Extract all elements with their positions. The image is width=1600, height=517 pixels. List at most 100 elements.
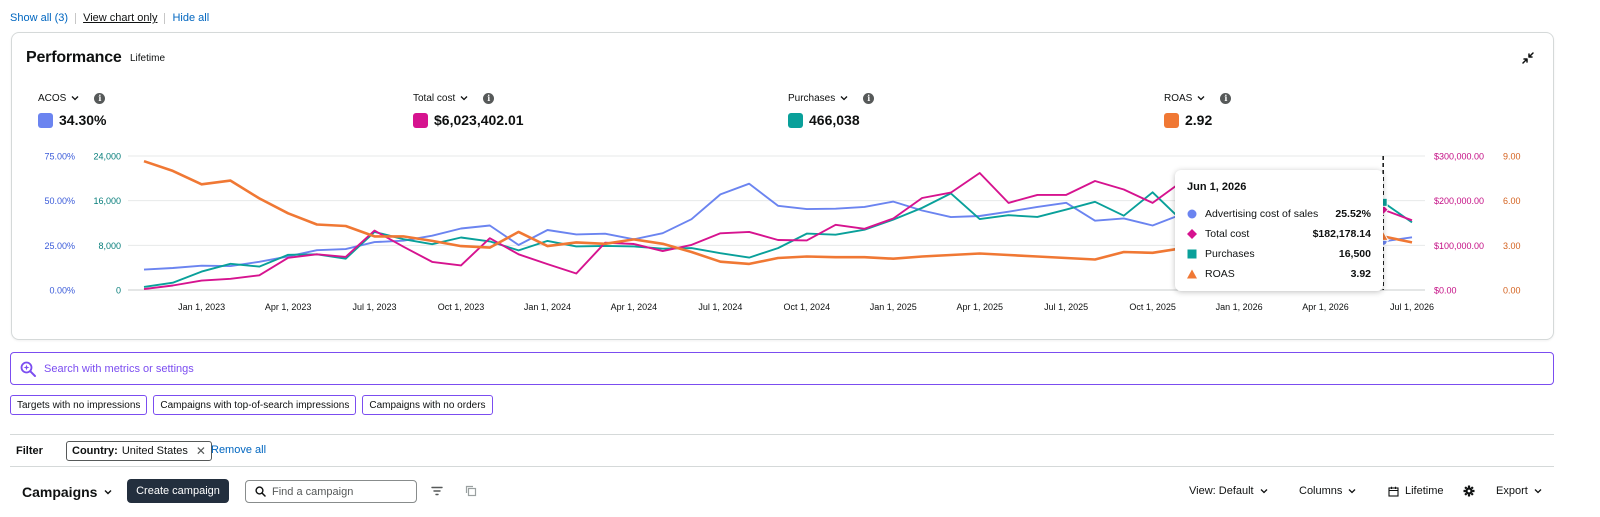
find-campaign-input[interactable] [272,485,412,498]
x-tick-label: Apr 1, 2026 [1302,302,1349,312]
y-tick-label-roas: 9.00 [1503,152,1521,162]
filter-label: Filter [16,445,43,457]
sparkle-search-icon [20,361,36,377]
y-tick-label-roas: 0.00 [1503,286,1521,296]
color-swatch [413,112,428,128]
metric-acos: ACOS i 34.30% [38,91,106,128]
metric-selector[interactable]: ROAS i [1164,91,1232,105]
y-tick-label-total_cost: $100,000.00 [1434,241,1484,251]
chevron-down-icon [1197,96,1205,101]
collapse-icon[interactable] [1519,49,1537,67]
columns-label: Columns [1299,485,1343,497]
export-dropdown[interactable]: Export [1496,485,1543,497]
square-marker-icon [1187,249,1197,259]
x-tick-label: Oct 1, 2024 [784,302,831,312]
metric-label: ROAS [1164,92,1193,104]
tooltip-row-name: ROAS [1205,268,1235,280]
remove-all-link[interactable]: Remove all [211,444,267,456]
y-tick-label-purchases: 0 [116,286,121,296]
tooltip-row: ROAS 3.92 [1187,266,1371,282]
tooltip-row-value: $182,178.14 [1312,228,1371,240]
hide-all-link[interactable]: Hide all [172,12,210,24]
section-title: Campaigns [22,484,98,500]
gear-icon[interactable] [1463,485,1475,497]
chevron-down-icon [840,96,848,101]
y-tick-label-purchases: 24,000 [93,152,121,162]
find-campaign-field [245,480,417,503]
divider [164,12,166,24]
info-icon[interactable]: i [483,92,495,104]
x-tick-label: Apr 1, 2025 [956,302,1003,312]
metric-total-cost: Total cost i $6,023,402.01 [413,91,524,128]
filter-chip-country[interactable]: Country: United States ✕ [66,441,212,461]
metric-selector[interactable]: ACOS i [38,91,106,105]
date-range-label: Lifetime [1405,485,1444,497]
x-tick-label: Jul 1, 2025 [1044,302,1088,312]
calendar-icon [1388,486,1399,497]
x-tick-label: Oct 1, 2025 [1129,302,1176,312]
metric-value: 2.92 [1185,112,1213,128]
metric-value: 466,038 [809,112,860,128]
y-tick-label-total_cost: $0.00 [1434,286,1457,296]
tooltip-row: Total cost $182,178.14 [1187,226,1371,242]
campaigns-dropdown[interactable]: Campaigns [22,484,113,500]
metric-purchases: Purchases i 466,038 [788,91,875,128]
date-range-button[interactable]: Lifetime [1388,485,1444,497]
metric-label: ACOS [38,92,67,104]
triangle-marker-icon [1187,269,1197,279]
tooltip-row: Advertising cost of sales 25.52% [1187,206,1371,222]
info-icon[interactable]: i [863,92,875,104]
create-campaign-button[interactable]: Create campaign [127,479,229,503]
y-tick-label-acos: 75.00% [44,152,75,162]
info-icon[interactable]: i [94,92,106,104]
suggestion-chip[interactable]: Campaigns with no orders [362,395,493,415]
y-tick-label-total_cost: $300,000.00 [1434,152,1484,162]
metrics-search-bar[interactable]: Search with metrics or settings [10,352,1554,385]
close-icon[interactable]: ✕ [195,444,206,458]
x-tick-label: Jan 1, 2025 [870,302,917,312]
date-range-label: Lifetime [130,53,166,64]
y-tick-label-acos: 25.00% [44,241,75,251]
x-tick-label: Apr 1, 2023 [265,302,312,312]
filter-chip-value: United States [121,445,188,457]
divider [10,466,1554,467]
metric-selector[interactable]: Purchases i [788,91,875,105]
tooltip-date: Jun 1, 2026 [1187,181,1247,193]
view-label: View: Default [1189,485,1254,497]
export-label: Export [1496,485,1528,497]
filter-chip-key: Country: [72,445,118,457]
metric-roas: ROAS i 2.92 [1164,91,1232,128]
copy-icon[interactable] [465,485,477,497]
show-all-link[interactable]: Show all (3) [10,12,69,24]
color-swatch [1164,112,1179,128]
x-tick-label: Jul 1, 2023 [353,302,397,312]
metric-selector[interactable]: Total cost i [413,91,524,105]
y-tick-label-roas: 3.00 [1503,241,1521,251]
metric-label: Purchases [788,92,836,104]
chevron-down-icon [104,490,112,495]
tooltip-row-value: 3.92 [1350,268,1371,280]
tooltip-row: Purchases 16,500 [1187,246,1371,262]
view-chart-only-link[interactable]: View chart only [83,12,158,24]
y-tick-label-roas: 6.00 [1503,196,1521,206]
suggestion-chip[interactable]: Campaigns with top-of-search impressions [153,395,357,415]
x-tick-label: Jan 1, 2023 [178,302,225,312]
x-tick-label: Oct 1, 2023 [438,302,485,312]
search-placeholder: Search with metrics or settings [44,362,194,375]
tooltip-row-name: Advertising cost of sales [1205,208,1319,220]
divider [75,12,77,24]
suggestion-chip[interactable]: Targets with no impressions [10,395,148,415]
y-tick-label-purchases: 16,000 [93,196,121,206]
metric-value: 34.30% [59,112,107,128]
chevron-down-icon [1534,489,1542,494]
x-tick-label: Jan 1, 2024 [524,302,571,312]
chevron-down-icon [1260,489,1268,494]
diamond-marker-icon [1187,229,1197,239]
chevron-down-icon [71,96,79,101]
tooltip-row-value: 16,500 [1338,248,1371,260]
info-icon[interactable]: i [1220,92,1232,104]
filter-icon[interactable] [431,485,443,497]
columns-dropdown[interactable]: Columns [1299,485,1357,497]
view-dropdown[interactable]: View: Default [1189,485,1269,497]
panel-title: Performance [26,49,122,66]
